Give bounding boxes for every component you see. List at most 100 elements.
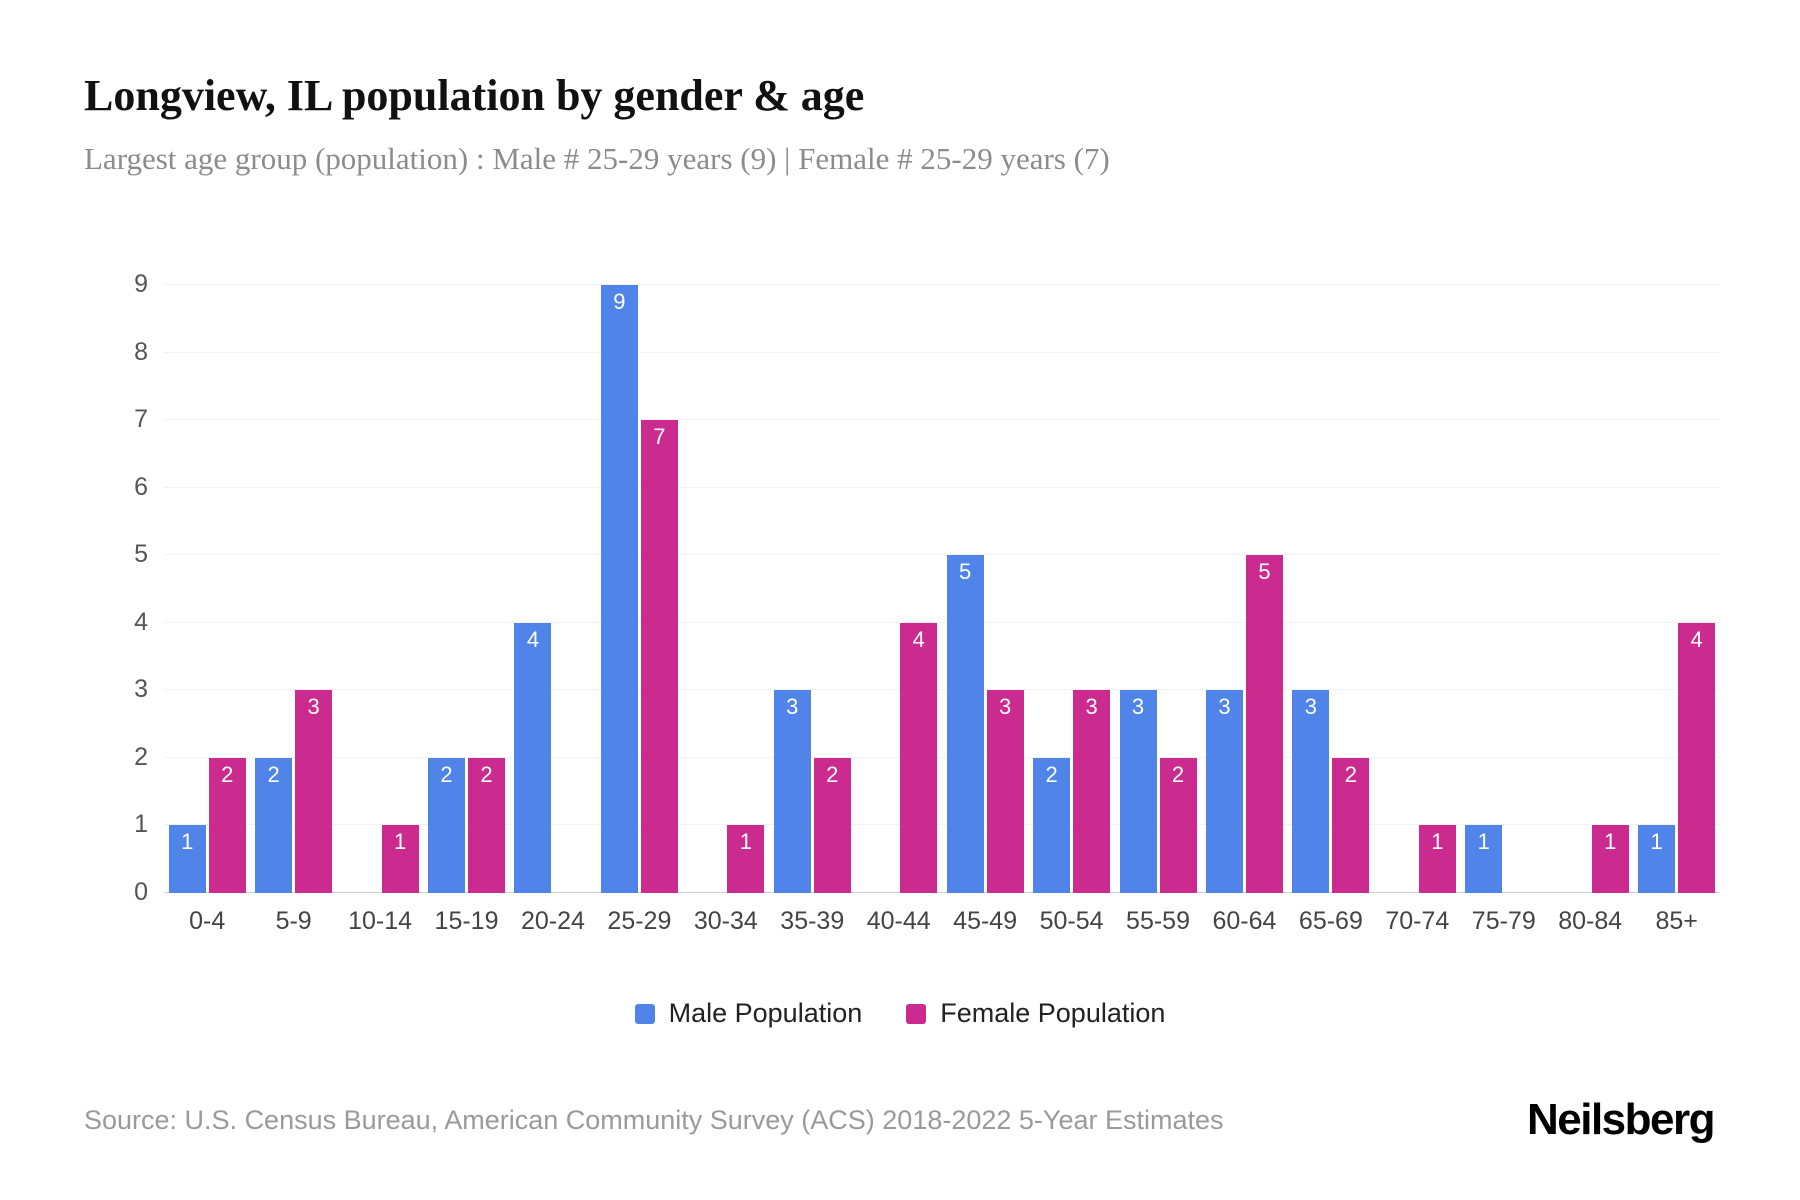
- x-tick-label: 0-4: [189, 907, 226, 935]
- gridline: [164, 689, 1720, 691]
- x-tick-label: 70-74: [1385, 907, 1450, 935]
- legend-item: Female Population: [906, 998, 1165, 1029]
- y-tick-label: 4: [134, 607, 148, 636]
- bar-value-label: 1: [1650, 829, 1663, 855]
- bar-value-label: 5: [1258, 559, 1271, 585]
- bar: 1: [1465, 825, 1503, 893]
- y-tick-label: 7: [134, 405, 148, 434]
- bar-value-label: 3: [307, 694, 320, 720]
- bar-value-label: 2: [1045, 761, 1058, 787]
- bar: 4: [900, 622, 938, 893]
- bar-group: 4: [856, 285, 942, 893]
- gridline: [164, 824, 1720, 826]
- y-tick-label: 6: [134, 472, 148, 501]
- y-tick-label: 1: [134, 810, 148, 839]
- bar: 4: [1678, 622, 1716, 893]
- gridline: [164, 554, 1720, 556]
- x-tick-label: 35-39: [780, 907, 845, 935]
- x-tick-label: 60-64: [1212, 907, 1277, 935]
- bar-value-label: 1: [393, 829, 407, 855]
- gridline: [164, 419, 1720, 421]
- bar: 1: [727, 825, 765, 893]
- bar-value-label: 2: [480, 761, 493, 787]
- gridline: [164, 284, 1720, 285]
- legend-label: Male Population: [668, 998, 863, 1028]
- gridline: [164, 351, 1720, 353]
- bar: 5: [946, 555, 984, 893]
- bar: 3: [1292, 690, 1330, 893]
- bar: 2: [813, 757, 851, 893]
- bar-group: 1: [1374, 285, 1460, 893]
- bar-value-label: 3: [1304, 694, 1318, 720]
- bar: 2: [255, 757, 293, 893]
- bar-value-label: 2: [221, 761, 234, 787]
- x-tick-label: 80-84: [1558, 907, 1623, 935]
- x-tick-label: 85+: [1655, 907, 1698, 935]
- gridline: [164, 486, 1720, 488]
- bar-value-label: 3: [1131, 694, 1145, 720]
- chart-title: Longview, IL population by gender & age: [84, 71, 865, 120]
- x-axis-labels: 0-4 5-9 10-14 15-19 20-24 25-29 30-34 35-39 40-4…: [164, 907, 1720, 936]
- y-tick-label: 2: [134, 742, 148, 771]
- bar-value-label: 2: [267, 761, 280, 787]
- chart-subtitle: Largest age group (population) : Male # …: [84, 141, 1110, 176]
- bar: 1: [1591, 825, 1629, 893]
- legend-item: Male Population: [634, 998, 863, 1029]
- x-tick-label: 20-24: [520, 907, 585, 935]
- x-tick-label: 75-79: [1471, 907, 1536, 935]
- x-tick-label: 45-49: [953, 907, 1018, 935]
- bar: 9: [600, 285, 638, 893]
- x-tick-label: 65-69: [1298, 907, 1363, 935]
- brand-logo: Neilsberg: [1526, 1095, 1716, 1144]
- legend-swatch-icon: [906, 1003, 927, 1024]
- bar: 4: [514, 622, 552, 893]
- bar: 7: [640, 420, 678, 893]
- y-tick-label: 8: [134, 337, 148, 366]
- x-tick-label: 40-44: [866, 907, 931, 935]
- bar-value-label: 2: [1344, 761, 1358, 787]
- bar-value-label: 3: [1085, 694, 1098, 720]
- bar-value-label: 4: [912, 626, 925, 652]
- footer: Source: U.S. Census Bureau, American Com…: [72, 1095, 1728, 1145]
- y-tick-label: 0: [134, 878, 148, 906]
- bar-value-label: 1: [181, 829, 194, 855]
- y-tick-label: 9: [134, 270, 148, 298]
- bar: 1: [1418, 825, 1456, 893]
- x-tick-label: 10-14: [348, 907, 413, 935]
- x-tick-label: 30-34: [693, 907, 758, 935]
- bar-value-label: 2: [826, 761, 839, 787]
- x-tick-label: 50-54: [1039, 907, 1104, 935]
- bar: 3: [1073, 690, 1111, 893]
- y-tick-label: 5: [134, 540, 148, 569]
- page: Longview, IL population by gender & age …: [72, 71, 1728, 1145]
- bar-group: 4: [510, 285, 596, 893]
- gridline: [164, 621, 1720, 623]
- x-tick-label: 25-29: [607, 907, 672, 935]
- bar: 5: [1245, 555, 1283, 893]
- bar-value-label: 3: [786, 694, 799, 720]
- bar-value-label: 4: [1690, 626, 1703, 652]
- legend-swatch-icon: [634, 1003, 655, 1024]
- bar-value-label: 2: [440, 761, 453, 787]
- bar: 2: [428, 757, 466, 893]
- bar: 3: [773, 690, 811, 893]
- bar-value-label: 9: [613, 289, 626, 314]
- bar: 1: [381, 825, 419, 893]
- bar: 2: [208, 757, 246, 893]
- bar-value-label: 1: [1604, 829, 1617, 855]
- bar: 2: [1033, 757, 1071, 893]
- bar-value-label: 1: [739, 829, 752, 855]
- bar-value-label: 2: [1171, 761, 1185, 787]
- bar-value-label: 5: [959, 559, 972, 585]
- bar-value-label: 3: [1218, 694, 1231, 720]
